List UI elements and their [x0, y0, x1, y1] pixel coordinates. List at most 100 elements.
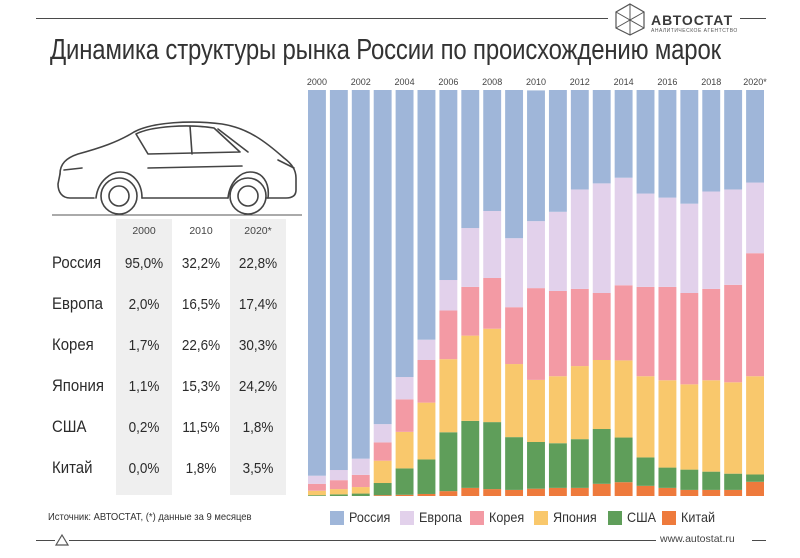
triangle-mark-icon	[55, 533, 69, 547]
bar-segment	[702, 90, 721, 192]
table-cell: 2,0%	[128, 296, 160, 313]
bar-segment	[461, 228, 480, 287]
x-tick-label: 2012	[570, 78, 590, 87]
table-cell: 1,1%	[128, 378, 160, 395]
table-row: Россия 95,0% 32,2% 22,8%	[48, 253, 296, 283]
bar-segment	[548, 211, 567, 291]
x-tick-label: 2010	[526, 78, 546, 87]
row-label: Корея	[52, 335, 94, 354]
bar-segment	[483, 210, 502, 278]
x-tick-label: 2004	[395, 78, 415, 87]
bar-segment	[461, 90, 480, 229]
bar-segment	[395, 494, 414, 496]
bar-segment	[592, 183, 611, 293]
bar-segment	[746, 90, 764, 183]
bar-segment	[329, 480, 348, 490]
bar-segment	[329, 494, 348, 496]
bar-segment	[373, 90, 392, 425]
legend-swatch	[400, 511, 414, 525]
bar-segment	[680, 469, 699, 490]
bar-segment	[592, 90, 611, 184]
legend-swatch	[534, 511, 548, 525]
bar-segment	[439, 280, 458, 311]
bar-segment	[636, 193, 655, 287]
legend-swatch	[330, 511, 344, 525]
legend-label: Европа	[419, 509, 462, 525]
bar-segment	[724, 473, 743, 490]
bar-segment	[614, 285, 633, 361]
table-cell: 0,0%	[128, 460, 160, 477]
autostat-logo: АВТОСТАТ аналитическое агентство	[613, 2, 763, 38]
table-cell: 24,2%	[238, 378, 278, 395]
column-header: 2010	[189, 225, 213, 237]
bar-segment	[351, 487, 370, 494]
bar-segment	[417, 459, 436, 494]
x-tick-label: 2008	[482, 78, 502, 87]
bar-segment	[658, 197, 677, 287]
bar-segment	[570, 487, 589, 496]
legend-label: Россия	[349, 509, 391, 525]
bar-segment	[724, 90, 743, 190]
x-tick-label: 2018	[701, 78, 721, 87]
legend-label: Корея	[489, 509, 525, 525]
table-cell: 17,4%	[238, 296, 278, 313]
bar-segment	[548, 376, 567, 444]
bar-segment	[308, 495, 326, 496]
bar-segment	[592, 429, 611, 484]
bar-segment	[636, 90, 655, 194]
bar-segment	[505, 364, 524, 438]
bar-segment	[636, 376, 655, 458]
row-label: Япония	[52, 376, 104, 395]
table-cell: 3,5%	[242, 460, 274, 477]
bar-segment	[395, 377, 414, 400]
bar-segment	[395, 468, 414, 495]
bar-segment	[746, 376, 764, 475]
page-title: Динамика структуры рынка России по проис…	[50, 34, 721, 66]
bar-segment	[439, 310, 458, 360]
stacked-bar-chart: 2000 2002 2004 2006 2008 2010 2012 2014 2016 2018…	[307, 78, 767, 496]
bar-segment	[746, 182, 764, 254]
column-header: 2020*	[244, 225, 272, 237]
column-header: 2000	[132, 225, 156, 237]
bar-segment	[570, 90, 589, 190]
bar-segment	[702, 288, 721, 381]
header-rule-right	[740, 18, 766, 19]
bar-segment	[592, 359, 611, 430]
chart-legend: Россия Европа Корея Япония США Китай	[330, 508, 770, 526]
bar-segment	[373, 424, 392, 443]
column-2020-background	[230, 219, 286, 495]
bar-segment	[329, 470, 348, 481]
bar-segment	[395, 399, 414, 432]
bar-segment	[724, 189, 743, 285]
bar-segment	[351, 458, 370, 475]
bar-segment	[417, 402, 436, 460]
bar-segment	[483, 328, 502, 423]
table-row: Европа 2,0% 16,5% 17,4%	[48, 294, 296, 324]
bar-segment	[680, 203, 699, 293]
bar-segment	[373, 460, 392, 484]
bar-segment	[592, 483, 611, 496]
legend-swatch	[608, 511, 622, 525]
bar-segment	[505, 307, 524, 365]
bar-segment	[351, 493, 370, 496]
bar-segment	[636, 286, 655, 377]
bar-segment	[658, 487, 677, 496]
table-cell: 16,5%	[181, 296, 221, 313]
bar-segment	[505, 90, 524, 239]
bar-segment	[702, 489, 721, 496]
bar-segment	[417, 493, 436, 496]
bar-segment	[308, 483, 326, 491]
bar-segment	[680, 489, 699, 496]
table-cell: 32,2%	[181, 255, 221, 272]
bar-segment	[614, 360, 633, 438]
table-cell: 0,2%	[128, 419, 160, 436]
header-rule-left	[36, 18, 608, 19]
table-cell: 1,7%	[128, 337, 160, 354]
table-cell: 30,3%	[238, 337, 278, 354]
bar-segment	[570, 439, 589, 488]
table-cell: 11,5%	[182, 419, 220, 436]
bar-segment	[308, 490, 326, 496]
bar-segment	[373, 442, 392, 461]
legend-swatch	[470, 511, 484, 525]
table-cell: 15,3%	[181, 378, 221, 395]
